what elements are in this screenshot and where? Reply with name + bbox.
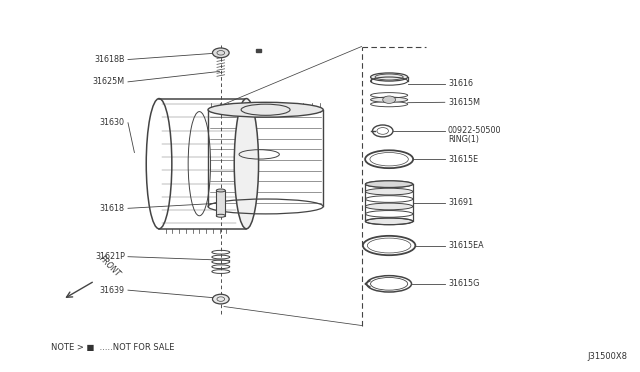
Circle shape: [212, 48, 229, 58]
Ellipse shape: [365, 188, 413, 195]
Ellipse shape: [216, 214, 225, 217]
Ellipse shape: [208, 102, 323, 117]
Bar: [256, 49, 261, 52]
FancyBboxPatch shape: [216, 190, 225, 216]
Circle shape: [212, 294, 229, 304]
Ellipse shape: [216, 189, 225, 192]
Text: 31691: 31691: [448, 198, 473, 207]
Text: 31615M: 31615M: [448, 98, 480, 107]
Text: NOTE > ■  .....NOT FOR SALE: NOTE > ■ .....NOT FOR SALE: [51, 343, 175, 352]
Ellipse shape: [365, 203, 413, 210]
Text: 31618: 31618: [100, 204, 125, 213]
Text: 31615G: 31615G: [448, 279, 479, 288]
Ellipse shape: [234, 99, 259, 229]
Ellipse shape: [371, 73, 408, 81]
Text: 31618B: 31618B: [94, 55, 125, 64]
Text: 31615EA: 31615EA: [448, 241, 484, 250]
Text: FRONT: FRONT: [97, 254, 122, 279]
Ellipse shape: [365, 218, 413, 225]
Text: 31616: 31616: [448, 79, 473, 88]
Text: 31639: 31639: [100, 286, 125, 295]
Text: 31630: 31630: [100, 118, 125, 127]
Text: J31500X8: J31500X8: [588, 352, 627, 361]
Text: 31615E: 31615E: [448, 155, 478, 164]
Ellipse shape: [371, 97, 408, 102]
Text: 00922-50500: 00922-50500: [448, 126, 502, 135]
Circle shape: [383, 96, 396, 103]
Text: RING(1): RING(1): [448, 135, 479, 144]
Ellipse shape: [365, 181, 413, 187]
Text: 31625M: 31625M: [93, 77, 125, 86]
Text: 31621P: 31621P: [95, 252, 125, 261]
